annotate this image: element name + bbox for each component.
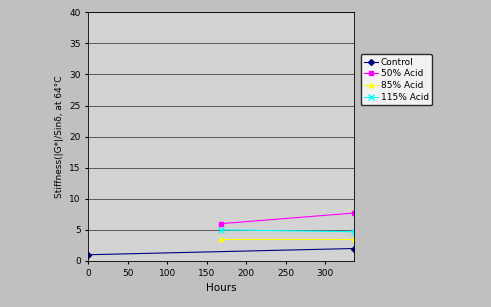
115% Acid	[351, 230, 356, 234]
Line: 50% Acid: 50% Acid	[219, 211, 355, 226]
Y-axis label: Stiffness(|G*|/Sinδ, at 64°C: Stiffness(|G*|/Sinδ, at 64°C	[55, 75, 64, 198]
85% Acid	[351, 237, 356, 241]
50% Acid	[351, 211, 356, 215]
50% Acid	[218, 222, 224, 225]
115% Acid	[218, 228, 224, 232]
X-axis label: Hours: Hours	[206, 283, 236, 293]
85% Acid	[218, 237, 224, 241]
Line: 85% Acid: 85% Acid	[219, 237, 355, 241]
Legend: Control, 50% Acid, 85% Acid, 115% Acid: Control, 50% Acid, 85% Acid, 115% Acid	[361, 54, 432, 105]
Line: 115% Acid: 115% Acid	[218, 227, 356, 235]
